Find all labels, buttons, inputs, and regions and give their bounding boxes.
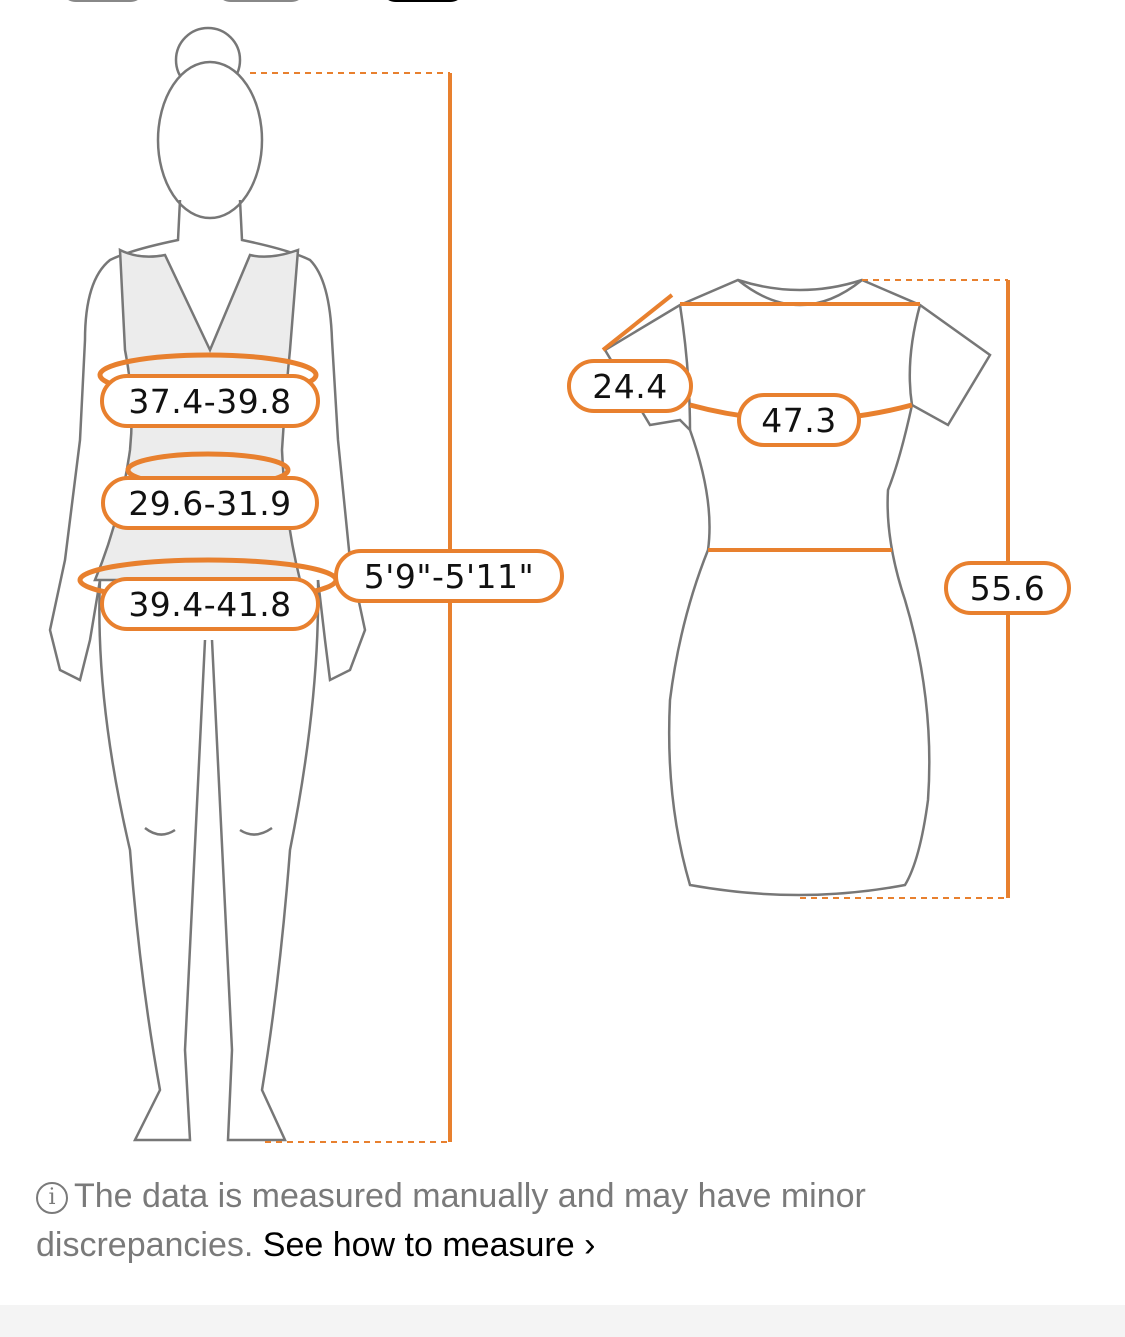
height-measurement-label: 5'9"-5'11" bbox=[334, 549, 564, 603]
see-how-to-measure-link[interactable]: See how to measure › bbox=[263, 1226, 596, 1264]
measurement-note: i The data is measured manually and may h… bbox=[36, 1172, 1036, 1270]
link-label: See how to measure bbox=[262, 1226, 575, 1264]
hips-measurement-label: 39.4-41.8 bbox=[100, 577, 320, 631]
chevron-right-icon: › bbox=[584, 1226, 596, 1264]
dress-figure bbox=[603, 278, 992, 897]
size-illustration bbox=[48, 26, 1010, 1143]
waist-measurement-label: 29.6-31.9 bbox=[101, 476, 319, 530]
garment-bust-measurement-label: 47.3 bbox=[737, 393, 861, 447]
length-measurement-label: 55.6 bbox=[944, 561, 1071, 615]
info-icon: i bbox=[36, 1182, 68, 1214]
sleeve-measurement-label: 24.4 bbox=[567, 359, 693, 413]
bust-measurement-label: 37.4-39.8 bbox=[100, 374, 320, 428]
bottom-divider bbox=[0, 1305, 1125, 1337]
note-text: The data is measured manually and may ha… bbox=[36, 1177, 866, 1264]
